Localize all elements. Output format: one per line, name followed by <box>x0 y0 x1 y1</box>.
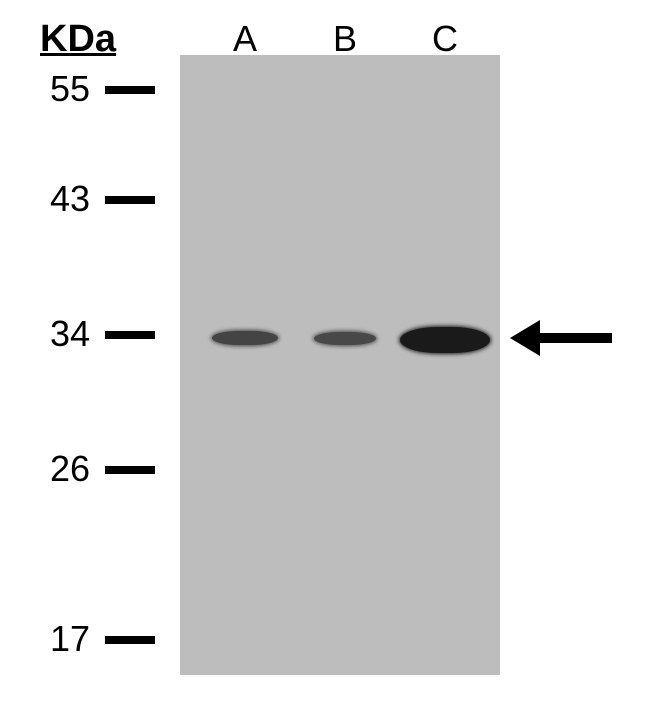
blot-band <box>400 327 490 353</box>
marker-label: 17 <box>0 618 90 660</box>
blot-band <box>212 331 278 345</box>
marker-tick <box>105 466 155 474</box>
marker-label: 55 <box>0 68 90 110</box>
marker-tick <box>105 636 155 644</box>
marker-label: 34 <box>0 313 90 355</box>
arrow-head-icon <box>510 320 540 356</box>
lane-label: B <box>325 18 365 60</box>
arrow-shaft <box>538 333 612 343</box>
western-blot-figure: KDa 55 43 34 26 17 A B C <box>0 0 650 725</box>
marker-tick <box>105 86 155 94</box>
axis-units-label: KDa <box>40 18 116 61</box>
marker-tick <box>105 196 155 204</box>
blot-membrane <box>180 55 500 675</box>
lane-label: A <box>225 18 265 60</box>
marker-tick <box>105 331 155 339</box>
lane-label: C <box>425 18 465 60</box>
blot-band <box>314 332 376 345</box>
marker-label: 43 <box>0 178 90 220</box>
marker-label: 26 <box>0 448 90 490</box>
